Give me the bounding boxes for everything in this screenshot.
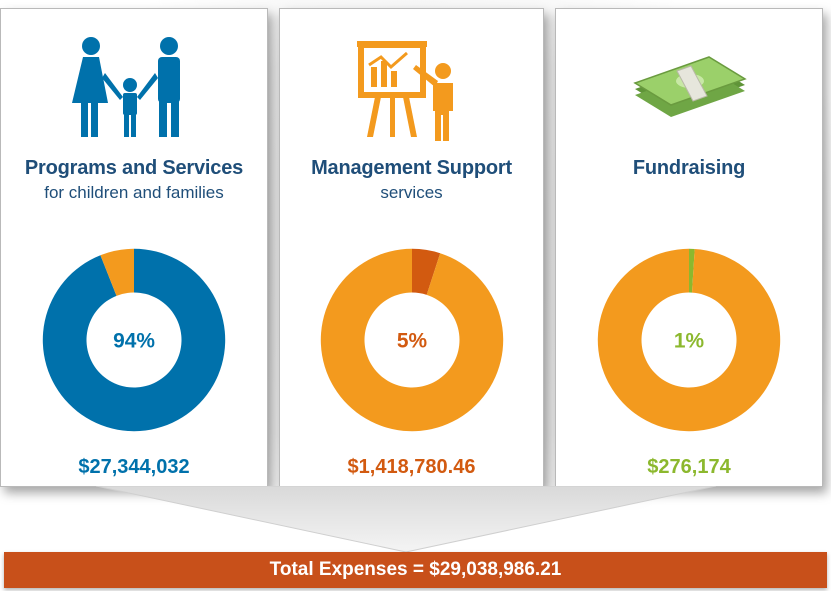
amount-label: $27,344,032 [78,456,190,478]
family-icon [72,37,180,137]
donut-slice-0 [689,248,695,293]
amount-label: $1,418,780.46 [347,456,476,478]
total-expenses-bar: Total Expenses = $29,038,986.21 [4,552,827,588]
card-title: Fundraising [632,157,746,179]
money-stack-icon [633,56,747,117]
donut-slice-1 [100,248,134,296]
fundraising-card: Fundraising 1% $276,174 [555,8,823,487]
card-title: Programs and Services [24,157,244,179]
donut-slice-0 [411,248,440,295]
card-subtitle: services [380,183,443,202]
management-support-card: Management Support services 5% $1,418,78… [279,8,544,487]
donut-slice-1 [320,248,503,432]
funnel-arrow-shape [96,486,716,552]
donut-chart-management: 5% [320,248,503,432]
donut-slice-0 [42,248,226,432]
center-percent-label: 94% [113,330,155,353]
center-percent-label: 5% [396,330,427,353]
programs-services-card: Programs and Services for children and f… [0,8,268,487]
amount-label: $276,174 [647,456,731,478]
donut-slice-1 [597,248,781,432]
card-title: Management Support [311,157,512,179]
presentation-icon [356,41,453,141]
center-percent-label: 1% [674,330,705,353]
donut-chart-programs: 94% [42,248,226,432]
card-subtitle: for children and families [44,183,224,202]
donut-chart-fundraising: 1% [597,248,781,432]
